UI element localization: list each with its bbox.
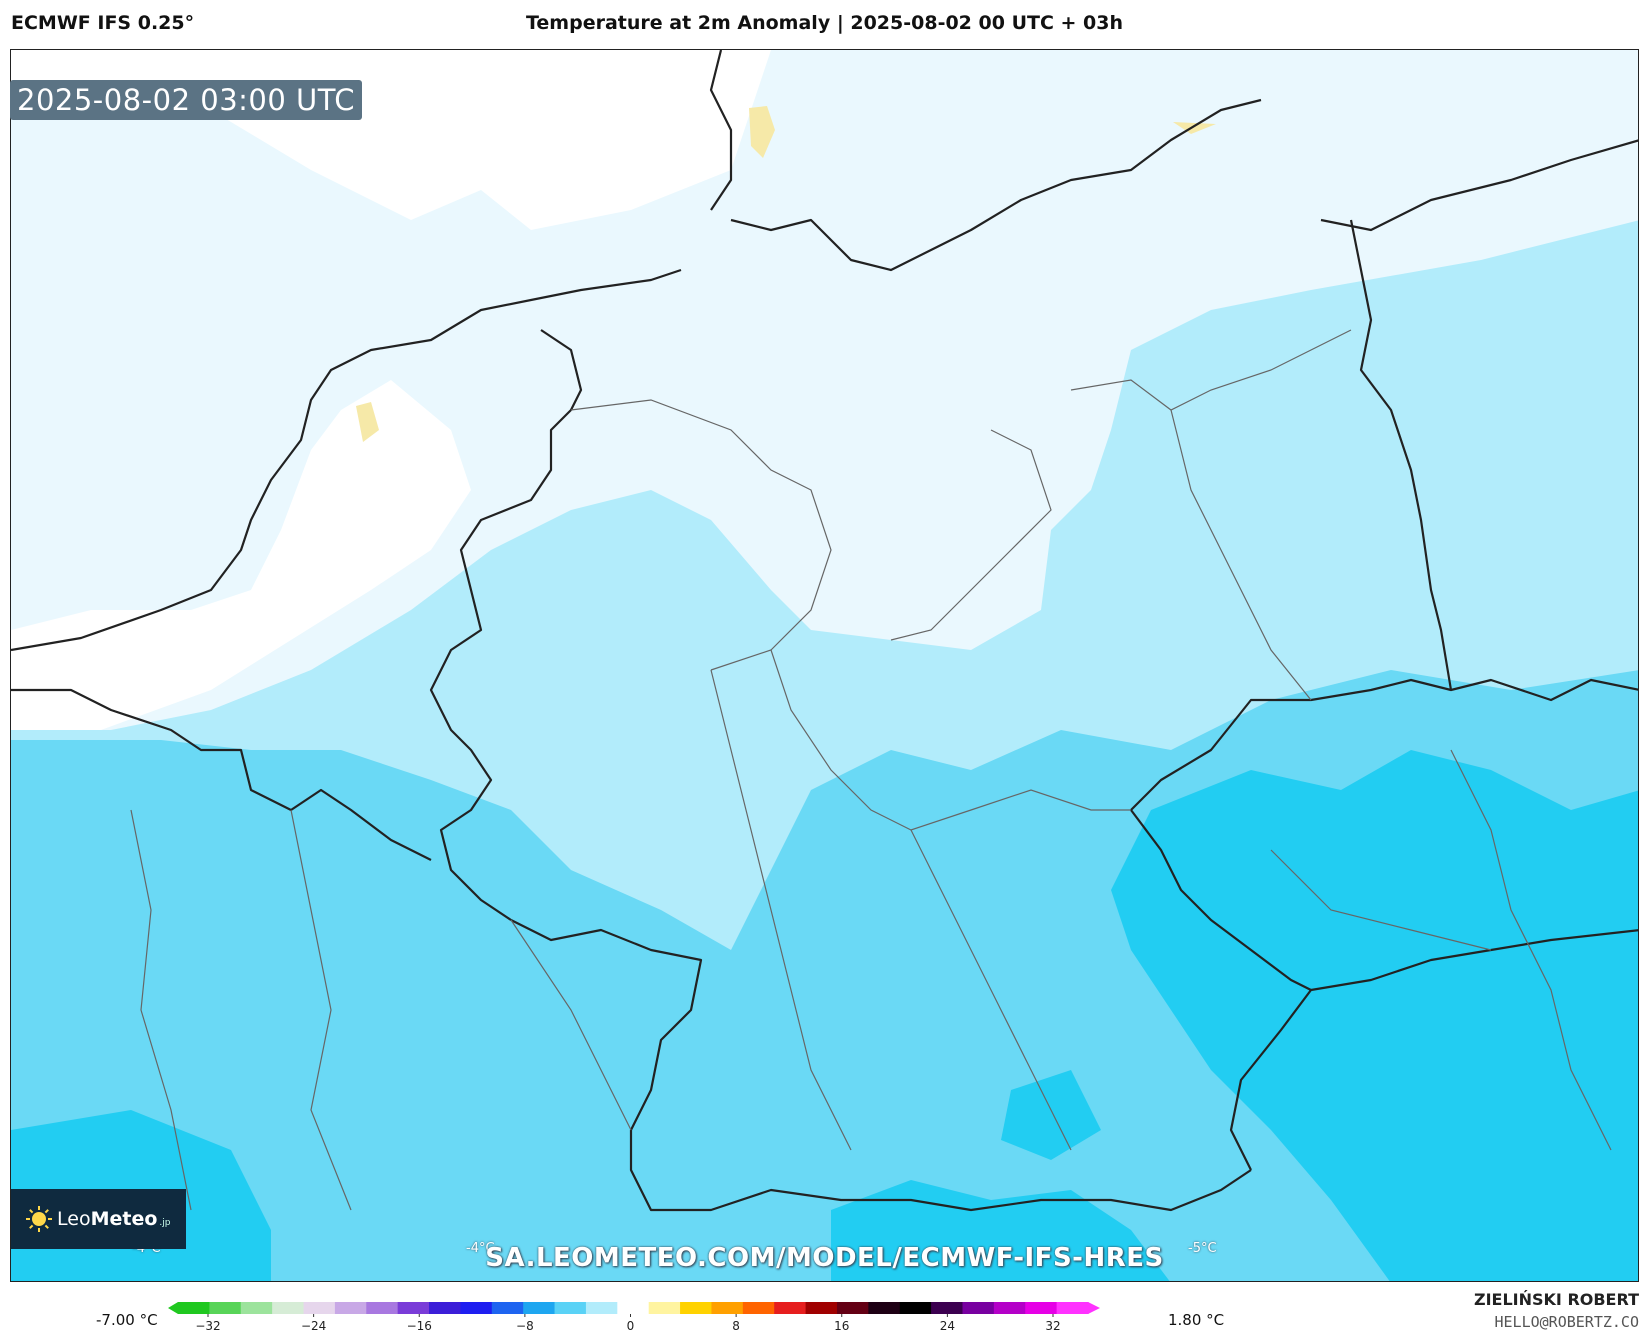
sun-icon [26, 1206, 52, 1232]
colorbar-tick-label: 0 [627, 1319, 635, 1333]
colorbar-swatch [993, 1302, 1026, 1314]
colorbar-swatch [774, 1302, 807, 1314]
colorbar-swatch [366, 1302, 399, 1314]
colorbar-swatch [460, 1302, 493, 1314]
colorbar-tick-label: 16 [834, 1319, 849, 1333]
anomaly-warm-patch-3 [356, 402, 379, 442]
leometeo-logo[interactable]: LeoMeteo .jp [11, 1189, 186, 1249]
colorbar: −32 −24 −16 −8 0 8 16 24 32 [168, 1302, 1100, 1333]
colorbar-swatch [805, 1302, 838, 1314]
author-email[interactable]: HELLO@ROBERTZ.CO [1494, 1313, 1640, 1331]
colorbar-swatch [680, 1302, 713, 1314]
logo-suffix: .jp [159, 1218, 171, 1228]
colorbar-min-label: -7.00 °C [96, 1311, 158, 1329]
colorbar-swatch [429, 1302, 462, 1314]
colorbar-swatch [899, 1302, 932, 1314]
anomaly-zone-white-coast [11, 380, 471, 730]
colorbar-tick-label: −16 [407, 1319, 432, 1333]
colorbar-swatch [178, 1302, 210, 1314]
colorbar-tick-label: −32 [195, 1319, 220, 1333]
country-borders [11, 50, 1638, 1212]
colorbar-swatch [931, 1302, 964, 1314]
colorbar-swatch [554, 1302, 587, 1314]
watermark-url[interactable]: SA.LEOMETEO.COM/MODEL/ECMWF-IFS-HRES [485, 1243, 1164, 1273]
colorbar-swatch [491, 1302, 524, 1314]
anomaly-warm-patch-2 [1173, 122, 1216, 134]
anomaly-zone-deep-east [1111, 750, 1638, 1281]
region-temp-label: -5°C [1188, 1241, 1217, 1256]
colorbar-tick-label: 24 [940, 1319, 955, 1333]
colorbar-swatch [836, 1302, 869, 1314]
colorbar-tick-label: 32 [1045, 1319, 1060, 1333]
anomaly-zone-deep-central [1001, 1070, 1101, 1160]
colorbar-tick-label: −8 [516, 1319, 534, 1333]
colorbar-extend-min [168, 1302, 178, 1314]
colorbar-swatch [868, 1302, 901, 1314]
colorbar-swatch [1056, 1302, 1089, 1314]
colorbar-swatch [303, 1302, 336, 1314]
author-name: ZIELIŃSKI ROBERT [1473, 1290, 1639, 1309]
colorbar-swatch [585, 1302, 618, 1314]
chart-title: Temperature at 2m Anomaly | 2025-08-02 0… [525, 12, 1124, 34]
colorbar-tick-label: 8 [732, 1319, 740, 1333]
anomaly-zone-pale [11, 50, 1638, 730]
anomaly-map [11, 50, 1638, 1281]
colorbar-swatch [240, 1302, 273, 1314]
colorbar-swatch [209, 1302, 242, 1314]
region-temp-label: -4°C [466, 1241, 495, 1256]
colorbar-swatch [1025, 1302, 1058, 1314]
colorbar-swatch [523, 1302, 556, 1314]
map-panel[interactable] [10, 49, 1639, 1282]
colorbar-max-label: 1.80 °C [1168, 1311, 1225, 1329]
colorbar-swatch [617, 1302, 650, 1314]
colorbar-swatch [711, 1302, 744, 1314]
anomaly-warm-patch-1 [749, 106, 775, 158]
logo-text: LeoMeteo [57, 1208, 158, 1230]
colorbar-swatch [648, 1302, 681, 1314]
colorbar-swatch [397, 1302, 430, 1314]
colorbar-swatch [742, 1302, 775, 1314]
colorbar-swatch [272, 1302, 305, 1314]
colorbar-extend-max [1088, 1302, 1100, 1314]
model-name: ECMWF IFS 0.25° [11, 12, 195, 34]
valid-time-badge: 2025-08-02 03:00 UTC [10, 80, 363, 120]
admin-borders [130, 329, 1612, 1211]
colorbar-swatch [962, 1302, 995, 1314]
anomaly-zone-deep-alps [831, 1180, 1170, 1281]
colorbar-swatch [334, 1302, 367, 1314]
colorbar-tick-label: −24 [301, 1319, 326, 1333]
